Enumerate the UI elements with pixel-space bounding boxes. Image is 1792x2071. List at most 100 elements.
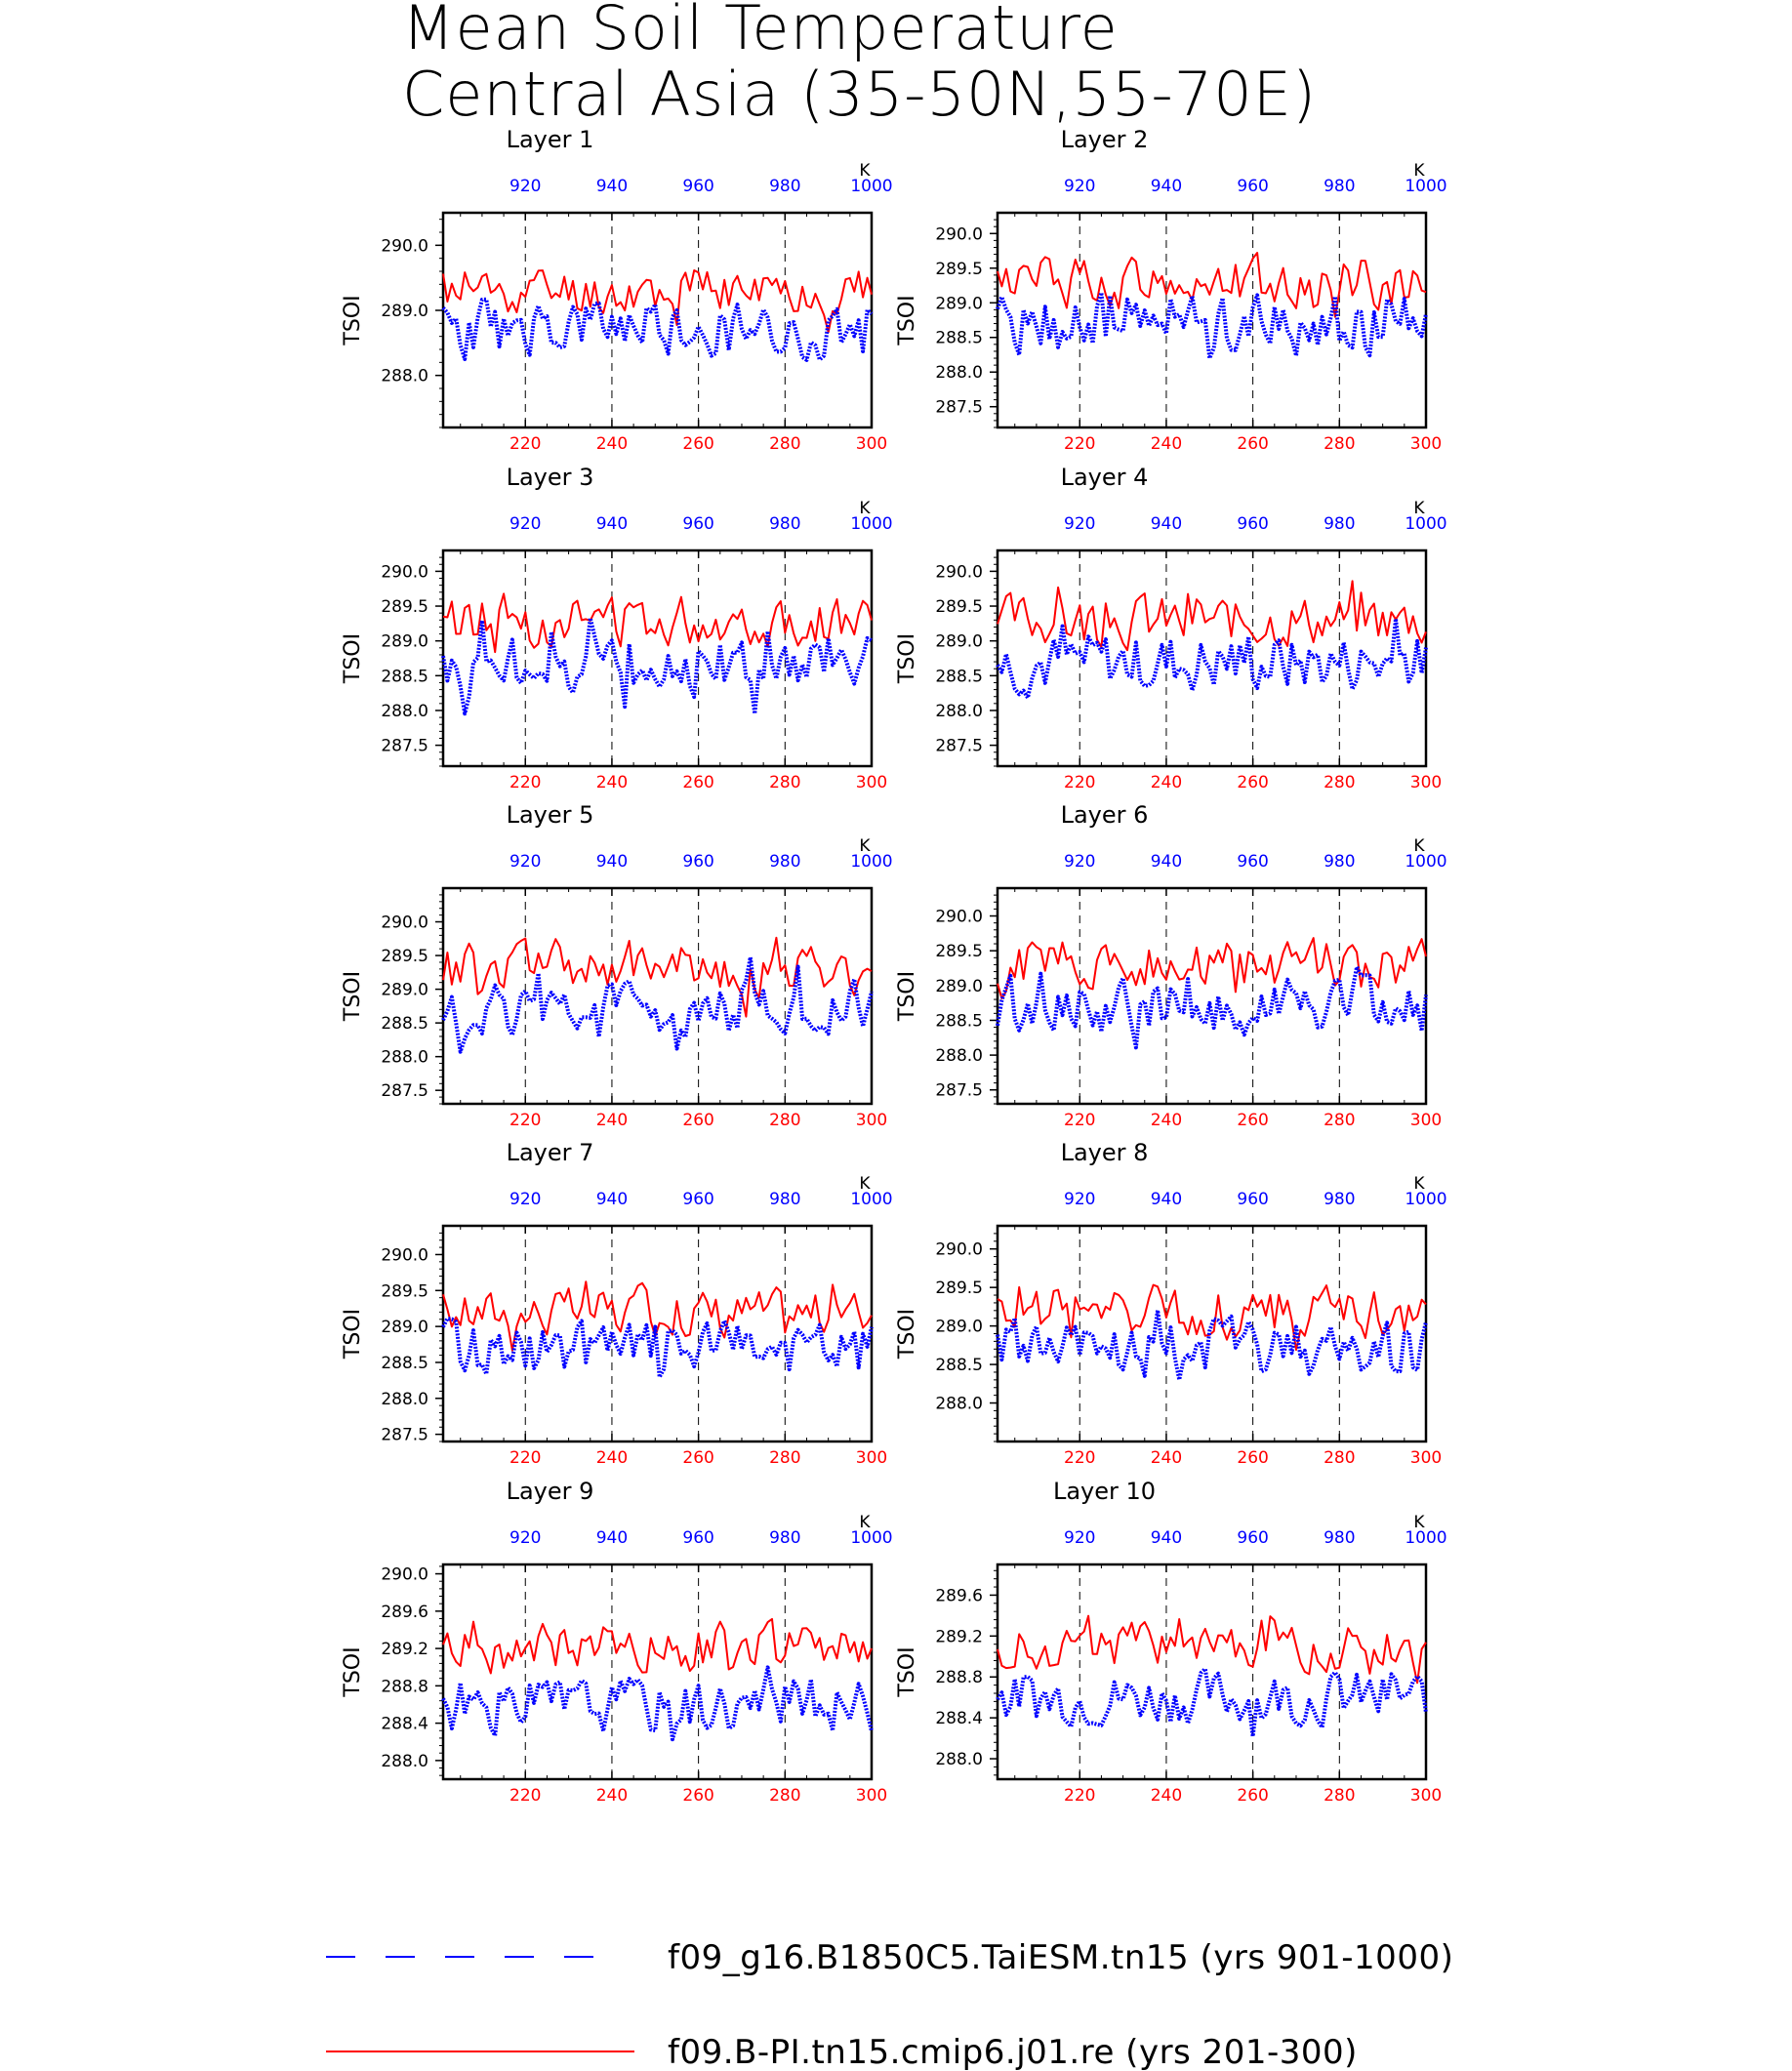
x-bottom-tick-label: 280 bbox=[1324, 1111, 1355, 1130]
x-top-tick-label: 920 bbox=[1064, 177, 1095, 196]
x-bottom-tick-label: 260 bbox=[1237, 1786, 1268, 1806]
y-tick-label: 288.0 bbox=[381, 367, 428, 386]
x-bottom-tick-label: 220 bbox=[509, 773, 541, 792]
panel-layer-10: Layer 10 220 240 260 280 300 920 940 960 980 1000K… bbox=[895, 1478, 1447, 1806]
x-top-tick-label: 1000 bbox=[1405, 1190, 1446, 1209]
series-line-red bbox=[997, 937, 1427, 999]
x-bottom-tick-label: 300 bbox=[1410, 1786, 1442, 1806]
series-line-blue bbox=[996, 290, 1428, 361]
x-top-tick-label: 920 bbox=[509, 852, 541, 872]
x-top-tick-label: 980 bbox=[769, 852, 800, 872]
x-top-tick-label: 980 bbox=[1324, 1528, 1355, 1548]
x-bottom-tick-label: 260 bbox=[682, 1786, 713, 1806]
series-line-blue bbox=[441, 1317, 874, 1379]
y-tick-label: 288.5 bbox=[935, 667, 983, 686]
x-top-tick-label: 1000 bbox=[850, 1528, 892, 1548]
series-line-blue bbox=[996, 964, 1428, 1050]
x-top-tick-label: 980 bbox=[769, 1190, 800, 1209]
x-top-tick-label: 1000 bbox=[1405, 177, 1446, 196]
y-axis-label: TSOI bbox=[341, 971, 365, 1022]
x-bottom-tick-label: 280 bbox=[1324, 434, 1355, 454]
series-line-blue bbox=[996, 617, 1428, 700]
y-tick-label: 288.0 bbox=[381, 1752, 428, 1771]
plot-frame bbox=[996, 886, 1428, 1106]
series-line-red bbox=[997, 1614, 1427, 1685]
figure-title-line2: Central Asia (35-50N,55-70E) bbox=[402, 59, 1317, 130]
x-bottom-tick-label: 240 bbox=[1151, 1448, 1182, 1468]
x-top-tick-label: 960 bbox=[1237, 514, 1268, 534]
x-bottom-tick-label: 260 bbox=[682, 1448, 713, 1468]
x-bottom-tick-label: 220 bbox=[1064, 434, 1095, 454]
y-tick-label: 288.4 bbox=[935, 1709, 983, 1728]
panel-title: Layer 9 bbox=[507, 1478, 594, 1505]
series-line-blue bbox=[996, 1666, 1428, 1739]
y-axis-label: TSOI bbox=[895, 1646, 919, 1697]
y-tick-label: 289.0 bbox=[935, 1318, 983, 1337]
x-bottom-tick-label: 260 bbox=[682, 434, 713, 454]
y-tick-label: 290.0 bbox=[381, 236, 428, 256]
x-bottom-tick-label: 300 bbox=[856, 1786, 887, 1806]
plot-frame bbox=[441, 211, 874, 429]
top-axis-unit: K bbox=[859, 499, 871, 518]
x-bottom-tick-label: 220 bbox=[509, 434, 541, 454]
x-top-tick-label: 960 bbox=[682, 514, 713, 534]
y-tick-label: 287.5 bbox=[381, 1426, 428, 1445]
y-tick-label: 288.4 bbox=[381, 1715, 428, 1734]
plot-frame bbox=[441, 548, 874, 768]
y-axis-label: TSOI bbox=[341, 295, 365, 345]
x-bottom-tick-label: 280 bbox=[769, 1448, 800, 1468]
x-top-tick-label: 940 bbox=[596, 1190, 628, 1209]
x-bottom-tick-label: 260 bbox=[1237, 1111, 1268, 1130]
x-bottom-tick-label: 260 bbox=[1237, 1448, 1268, 1468]
series-line-red bbox=[997, 580, 1427, 652]
x-bottom-tick-label: 280 bbox=[1324, 1448, 1355, 1468]
y-tick-label: 290.0 bbox=[935, 224, 983, 244]
x-bottom-tick-label: 220 bbox=[509, 1448, 541, 1468]
x-top-tick-label: 920 bbox=[509, 177, 541, 196]
x-top-tick-label: 960 bbox=[682, 177, 713, 196]
x-bottom-tick-label: 220 bbox=[1064, 1448, 1095, 1468]
x-top-tick-label: 960 bbox=[1237, 177, 1268, 196]
x-bottom-tick-label: 240 bbox=[1151, 773, 1182, 792]
x-bottom-tick-label: 260 bbox=[1237, 434, 1268, 454]
x-top-tick-label: 940 bbox=[596, 1528, 628, 1548]
x-top-tick-label: 920 bbox=[509, 514, 541, 534]
y-tick-label: 289.6 bbox=[381, 1603, 428, 1622]
x-bottom-tick-label: 280 bbox=[769, 773, 800, 792]
x-bottom-tick-label: 240 bbox=[1151, 434, 1182, 454]
y-tick-label: 287.5 bbox=[935, 737, 983, 756]
y-tick-label: 288.0 bbox=[381, 1390, 428, 1409]
top-axis-unit: K bbox=[1413, 499, 1425, 518]
y-tick-label: 288.8 bbox=[381, 1677, 428, 1696]
y-tick-label: 289.5 bbox=[381, 1281, 428, 1301]
y-axis-label: TSOI bbox=[341, 1646, 365, 1697]
top-axis-unit: K bbox=[859, 1174, 871, 1194]
y-tick-label: 289.2 bbox=[935, 1627, 983, 1646]
x-bottom-tick-label: 280 bbox=[1324, 1786, 1355, 1806]
x-top-tick-label: 920 bbox=[509, 1528, 541, 1548]
x-top-tick-label: 960 bbox=[682, 1528, 713, 1548]
x-top-tick-label: 980 bbox=[769, 177, 800, 196]
x-bottom-tick-label: 220 bbox=[1064, 1111, 1095, 1130]
x-bottom-tick-label: 220 bbox=[509, 1786, 541, 1806]
y-axis-label: TSOI bbox=[895, 1309, 919, 1360]
y-tick-label: 288.8 bbox=[935, 1668, 983, 1687]
plot-frame bbox=[996, 211, 1428, 429]
x-bottom-tick-label: 300 bbox=[856, 434, 887, 454]
y-tick-label: 289.5 bbox=[935, 597, 983, 617]
x-top-tick-label: 940 bbox=[1151, 514, 1182, 534]
x-top-tick-label: 980 bbox=[1324, 852, 1355, 872]
series-line-red bbox=[442, 269, 873, 334]
x-top-tick-label: 1000 bbox=[1405, 852, 1446, 872]
x-top-tick-label: 1000 bbox=[850, 177, 892, 196]
y-tick-label: 288.5 bbox=[935, 1011, 983, 1031]
top-axis-unit: K bbox=[1413, 161, 1425, 181]
y-tick-label: 289.0 bbox=[381, 302, 428, 321]
series-line-blue bbox=[441, 1665, 874, 1742]
x-top-tick-label: 940 bbox=[1151, 177, 1182, 196]
x-bottom-tick-label: 240 bbox=[596, 1111, 628, 1130]
y-tick-label: 288.0 bbox=[381, 1048, 428, 1068]
